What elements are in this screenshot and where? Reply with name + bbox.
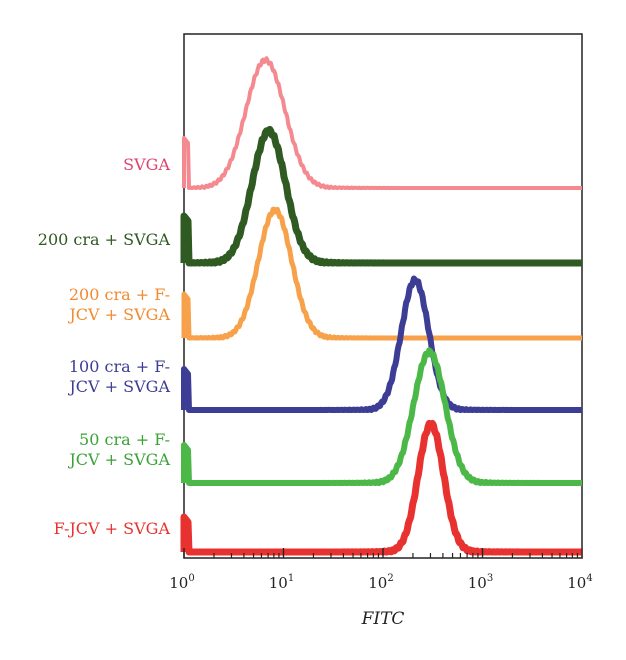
series-line-2 [180, 125, 585, 267]
series-line-5 [181, 347, 584, 486]
x-axis: 100 101 102 103 104 [169, 548, 593, 592]
x-tick-label-4: 104 [567, 573, 592, 592]
series-label-4: 100 cra + F-JCV + SVGA [67, 357, 170, 396]
series-line-3 [181, 206, 584, 341]
x-tick-label-1: 101 [269, 573, 294, 592]
series-labels: SVGA 200 cra + SVGA 200 cra + F-JCV + SVGA… [38, 155, 171, 538]
series-line-1 [182, 56, 583, 190]
series-line-6 [180, 419, 585, 556]
series-label-2: 200 cra + SVGA [38, 230, 171, 249]
series-layer [180, 56, 585, 556]
series-label-1: SVGA [123, 155, 170, 174]
series-line-4 [181, 275, 584, 413]
x-tick-label-3: 103 [468, 573, 493, 592]
series-label-6: F-JCV + SVGA [54, 519, 171, 538]
x-tick-label-0: 100 [169, 573, 194, 592]
series-label-5: 50 cra + F-JCV + SVGA [67, 430, 170, 469]
x-axis-label: FITC [361, 609, 405, 629]
series-label-3: 200 cra + F-JCV + SVGA [67, 285, 170, 324]
x-tick-label-2: 102 [368, 573, 393, 592]
